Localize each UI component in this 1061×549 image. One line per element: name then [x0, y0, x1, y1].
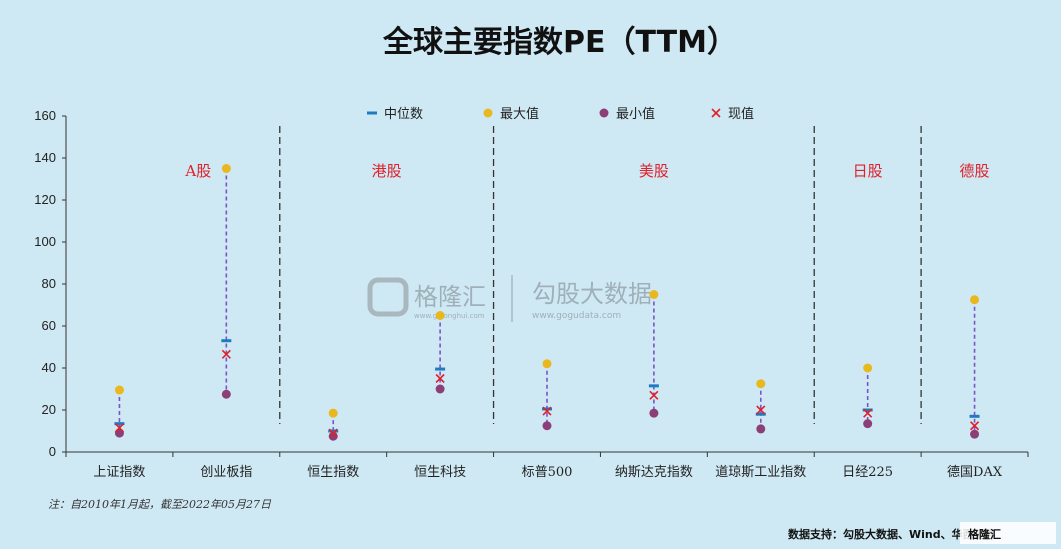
- footnote: 注：自2010年1月起，截至2022年05月27日: [48, 498, 272, 511]
- y-tick-label: 40: [42, 360, 56, 375]
- x-category-label: 标普500: [522, 465, 573, 480]
- watermark-data-url: www.gogudata.com: [532, 311, 621, 321]
- x-category-label: 日经225: [842, 465, 893, 480]
- legend-label: 现值: [728, 106, 754, 122]
- min-point: [435, 384, 445, 394]
- min-point: [863, 419, 873, 429]
- current-point: [114, 423, 125, 433]
- region-label: 德股: [960, 162, 990, 180]
- legend-label: 中位数: [384, 107, 423, 122]
- min-point: [970, 429, 980, 439]
- max-point: [970, 295, 980, 305]
- source-note: 数据支持：勾股大数据、Wind、华西证券: [788, 527, 997, 541]
- separators: [279, 126, 922, 424]
- x-category-label: 创业板指: [200, 465, 252, 480]
- current-point: [435, 373, 445, 384]
- max-point: [114, 385, 124, 395]
- max-point: [649, 290, 659, 299]
- y-tick-label: 0: [49, 444, 56, 459]
- current-point: [969, 421, 980, 431]
- y-tick-label: 20: [42, 402, 56, 417]
- current-point: [542, 406, 552, 416]
- region-label: 港股: [372, 162, 402, 180]
- region-label: A股: [184, 162, 211, 180]
- region-labels: A股 港股 美股 日股 德股: [184, 162, 989, 180]
- legend-label: 最大值: [500, 106, 539, 122]
- current-point: [221, 349, 231, 359]
- min-point: [328, 431, 338, 441]
- axes: 0 20 40 60 80 100 120 140 160 上证指数 创业板指 恒生指数 恒生科技 标普5…: [34, 108, 1029, 480]
- current-point: [328, 428, 338, 438]
- min-point: [221, 389, 231, 399]
- corner-watermark: 格隆汇: [968, 527, 1001, 541]
- max-point: [328, 408, 338, 418]
- watermark-brand-url: www.gelonghui.com: [414, 312, 485, 320]
- legend: 中位数 最大值 最小值 现值: [367, 106, 754, 122]
- legend-entry: 中位数: [367, 107, 423, 122]
- legend-entry: 最小值: [599, 106, 655, 122]
- current-point: [649, 390, 659, 400]
- legend-marker: [599, 108, 609, 118]
- watermark-data-brand: 勾股大数据: [532, 280, 652, 308]
- legend-entry: 最大值: [483, 106, 539, 122]
- max-point: [221, 164, 231, 173]
- max-point: [863, 363, 873, 373]
- plot-area: [114, 164, 980, 441]
- y-tick-label: 160: [34, 108, 56, 123]
- x-category-label: 恒生指数: [307, 465, 359, 480]
- max-point: [756, 379, 766, 389]
- y-tick-label: 60: [42, 318, 56, 333]
- corner-watermark-box: [960, 522, 1056, 544]
- region-label: 美股: [639, 162, 669, 180]
- min-point: [542, 421, 552, 431]
- chart-title: 全球主要指数PE（TTM）: [382, 25, 737, 60]
- y-tick-label: 140: [34, 150, 56, 165]
- x-category-label: 纳斯达克指数: [615, 465, 693, 480]
- max-point: [435, 311, 445, 320]
- current-point: [756, 405, 766, 415]
- min-point: [756, 424, 766, 434]
- y-tick-label: 100: [34, 234, 56, 249]
- x-category-label: 道琼斯工业指数: [715, 465, 806, 480]
- current-point: [863, 408, 873, 418]
- x-category-label: 恒生科技: [414, 465, 466, 480]
- watermark-brand: 格隆汇: [414, 283, 486, 311]
- watermark-logo-icon: [367, 277, 409, 317]
- watermark: 格隆汇 www.gelonghui.com 勾股大数据 www.gogudata…: [367, 275, 652, 322]
- legend-marker: [483, 108, 493, 118]
- region-label: 日股: [853, 162, 883, 180]
- legend-label: 最小值: [616, 106, 655, 122]
- legend-entry: 现值: [711, 106, 754, 122]
- y-tick-label: 120: [34, 192, 56, 207]
- legend-marker: [711, 108, 721, 118]
- x-category-label: 德国DAX: [947, 465, 1003, 480]
- x-category-label: 上证指数: [93, 465, 145, 480]
- max-point: [542, 359, 552, 369]
- y-tick-label: 80: [42, 276, 56, 291]
- min-point: [649, 408, 659, 418]
